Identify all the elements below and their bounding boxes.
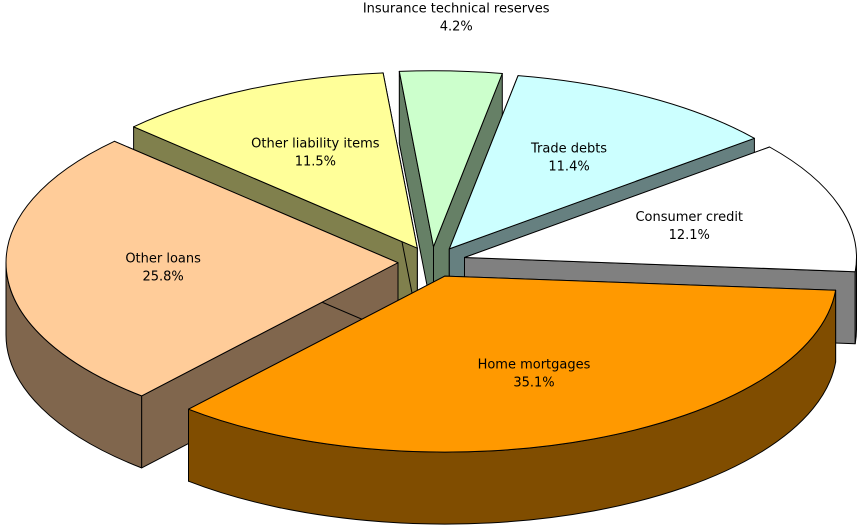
slice-label: Consumer credit [635,210,743,225]
slice-label: Trade debts [530,141,607,156]
slice [448,75,755,250]
slice-value-label: 11.5% [295,155,336,170]
slice-label: Home mortgages [478,357,591,372]
slice-label: Other loans [125,251,201,266]
slice [5,140,399,397]
slice-value-label: 25.8% [142,269,183,284]
slice [133,72,418,249]
slice-value-label: 35.1% [513,375,554,390]
slice-value-label: 12.1% [669,228,710,243]
slice-label: Other liability items [251,137,380,152]
slice-value-label: 11.4% [548,159,589,174]
slice-label: Insurance technical reserves [363,2,550,17]
slice [464,146,857,273]
slice [398,70,503,248]
slice [188,275,837,453]
slice-value-label: 4.2% [440,20,473,35]
